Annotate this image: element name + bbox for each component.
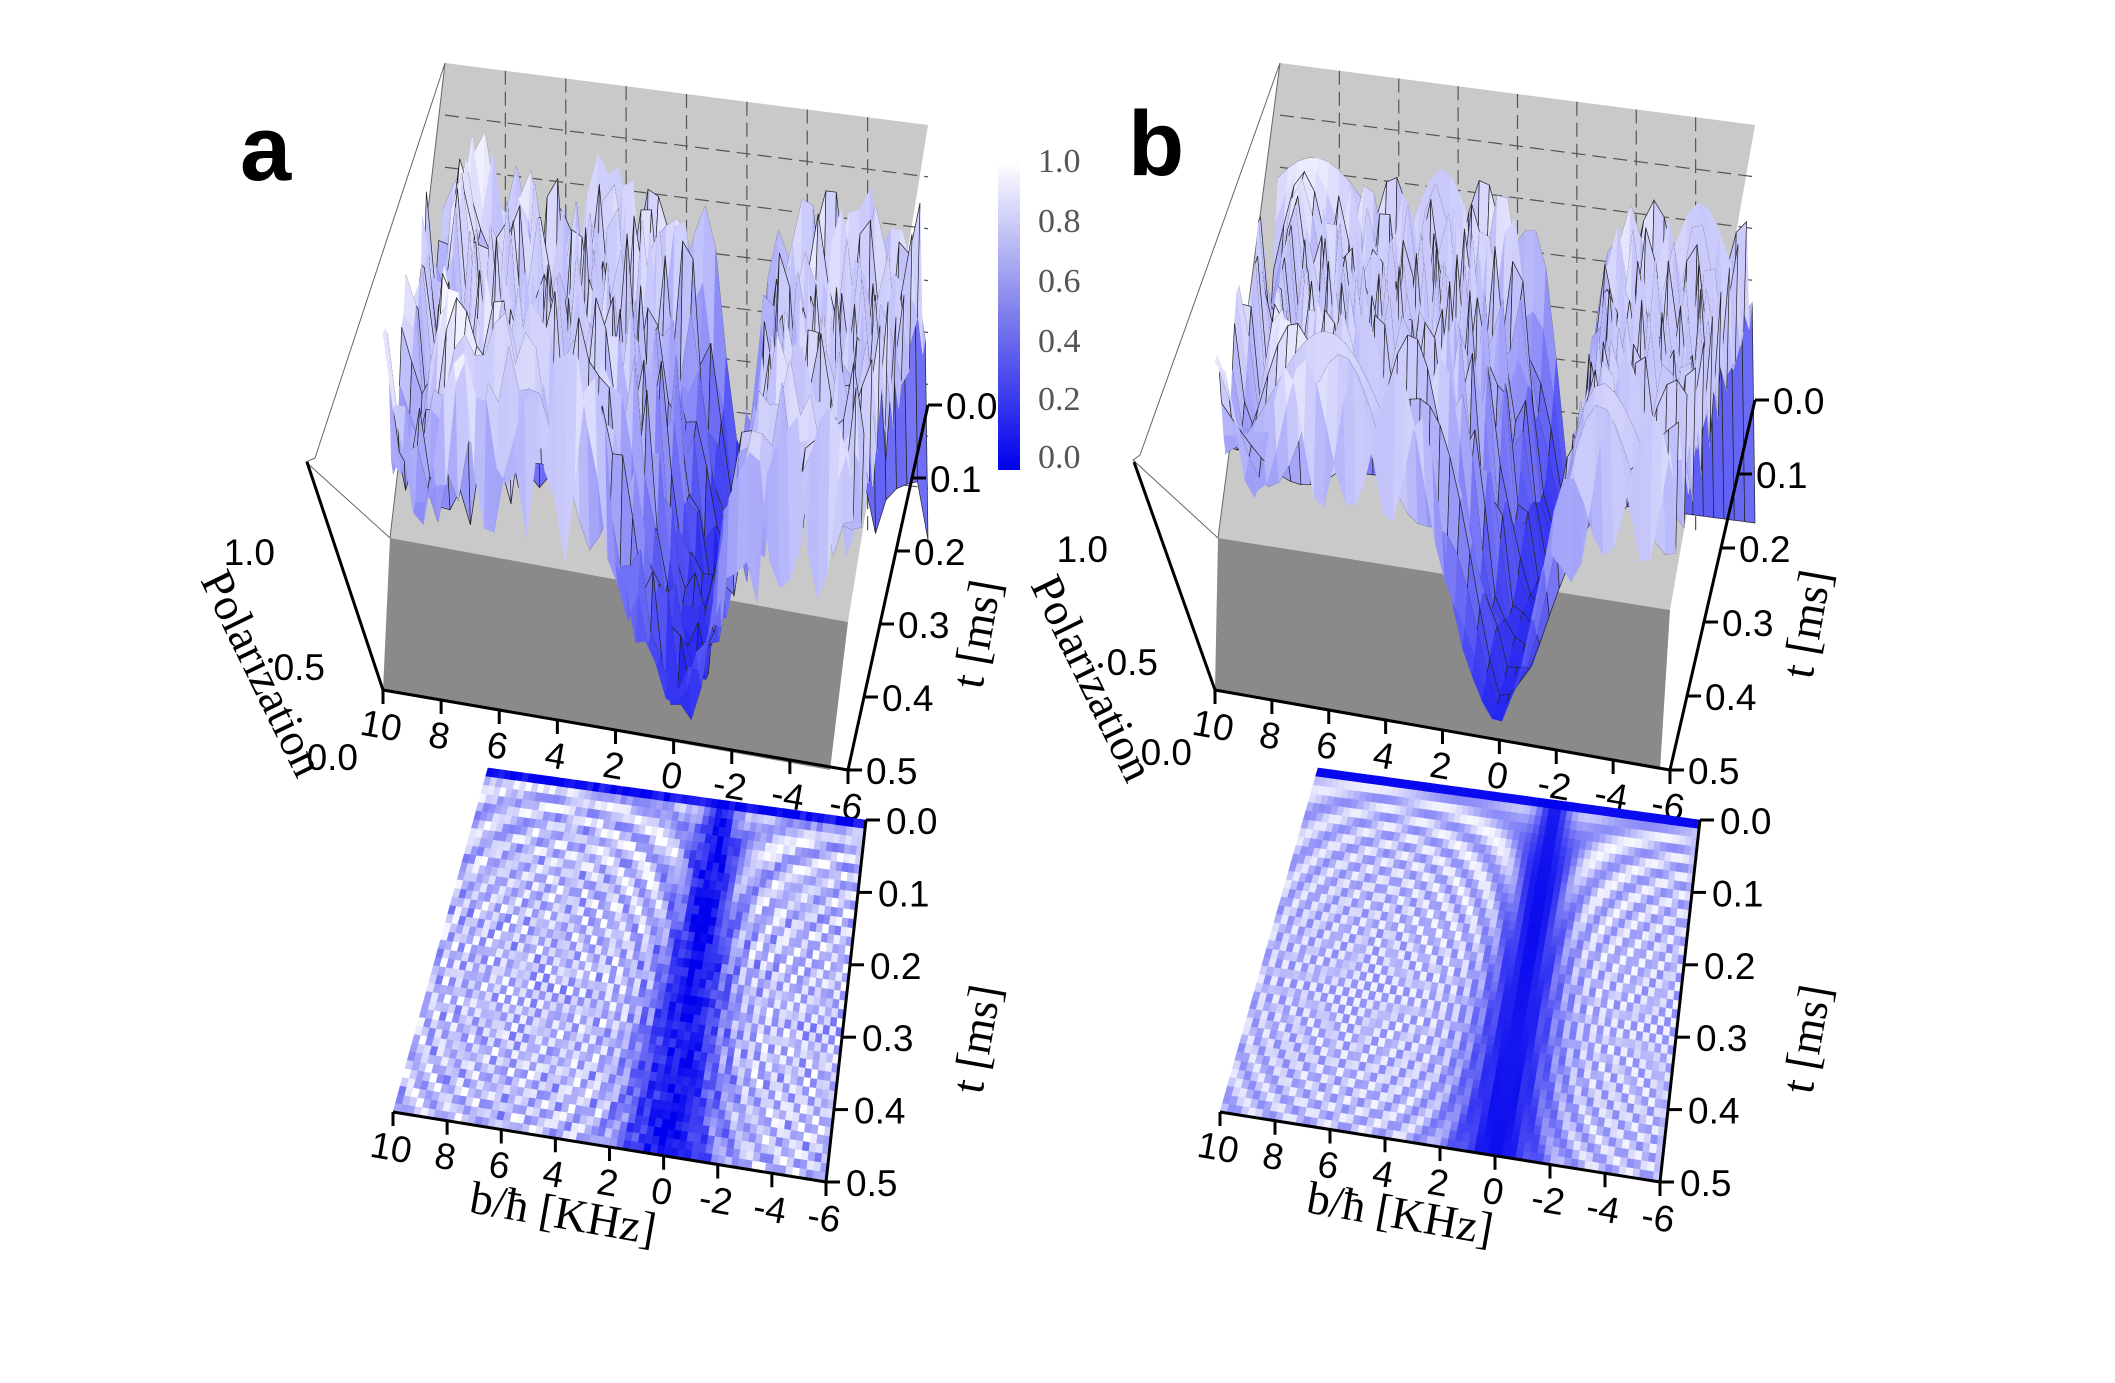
heatmap-a-cell — [802, 1132, 812, 1143]
surface-a-x-axis-tick-label: 10 — [357, 702, 405, 750]
colorbar-tick-1: 1.0 — [1038, 143, 1081, 180]
surface-a-wall-gridline — [444, 114, 929, 178]
panel-a: a 1.0 0.5 0.0 Polarization 10 8 6 4 2 0 -2 -4 -6… — [191, 62, 1011, 1255]
heatmap-a-x-axis-tick-label: 8 — [432, 1134, 459, 1178]
colorbar-tick-6: 0.0 — [1038, 439, 1081, 476]
heatmap-a-x-axis-tick-label: -6 — [804, 1195, 844, 1241]
surface-a-x-axis-tick-label: 2 — [600, 744, 627, 788]
heatmap-a-cell — [806, 1105, 815, 1116]
heatmap-a-y-axis-tick-label: 0.5 — [846, 1163, 897, 1204]
heatmap-a-cell — [798, 1113, 807, 1124]
panel-a-letter: a — [240, 98, 292, 200]
panel-b: b 1.0 0.5 0.0 Polarization 10 8 6 4 2 0 -2 -4 -6… — [1021, 62, 1841, 1254]
surface-a-y-axis-tick-label: 0.1 — [930, 459, 981, 500]
heatmap-a-cell — [815, 1143, 824, 1155]
heatmap-a-cell — [808, 1142, 817, 1154]
heatmap-a-x-axis-tick-label: 10 — [367, 1124, 415, 1172]
heatmap-a-cell — [814, 1152, 823, 1164]
heatmap-a-cell — [823, 1071, 832, 1082]
heatmap-a-cell — [820, 1098, 829, 1109]
heatmap-a-y-axis-tick-label: 0.0 — [886, 801, 937, 842]
surface-a-y-axis-tick-label: 0.5 — [866, 751, 917, 792]
surface-a-x-axis-tick-label: 6 — [484, 724, 511, 768]
heatmap-a-x-axis-tick-label: -4 — [750, 1186, 790, 1232]
heatmap-a-x-axis-tick-label: -2 — [696, 1177, 736, 1223]
heatmap-a-cell — [812, 1106, 822, 1117]
heatmap-a-y-axis-tick-label: 0.3 — [862, 1018, 913, 1059]
colorbar-tick-5: 0.2 — [1038, 381, 1081, 418]
heatmap-a-cell — [816, 1134, 825, 1146]
heatmap-a-cell — [815, 1079, 825, 1090]
heatmap-a-y-label: t [ms] — [942, 981, 1011, 1097]
colorbar: 1.0 0.8 0.6 0.4 0.2 0.0 — [998, 143, 1081, 476]
heatmap-a-y-axis-tick-label: 0.4 — [854, 1091, 905, 1132]
surface-a-floor — [383, 538, 848, 770]
heatmap-a-cell — [808, 1087, 817, 1098]
surface-a-mesh — [382, 132, 929, 721]
surface-a-x-axis-tick-label: 0 — [658, 754, 685, 798]
heatmap-a-cell — [807, 1151, 816, 1163]
surface-a-z-axis: 1.0 0.5 0.0 Polarization — [191, 461, 385, 784]
heatmap-a-cell — [819, 1107, 828, 1118]
colorbar-tick-4: 0.4 — [1038, 323, 1081, 360]
heatmap-a-y-axis-tick-label: 0.1 — [878, 873, 929, 914]
surface-a-y-axis-tick-label: 0.0 — [946, 386, 997, 427]
heatmap-a-cell — [814, 1088, 824, 1099]
surface-a-x-axis-tick-label: 8 — [426, 714, 453, 758]
heatmap-a-cell — [799, 1159, 809, 1171]
surface-a-y-axis-tick-label: 0.3 — [898, 605, 949, 646]
surface-a-y-label: t [ms] — [942, 576, 1011, 692]
surface-a-y-axis-tick-label: 0.2 — [914, 532, 965, 573]
colorbar-gradient — [998, 162, 1020, 470]
heatmap-a-x-label: b/ħ [KHz] — [466, 1172, 660, 1255]
heatmap-a-cell — [813, 1161, 822, 1173]
heatmap-a-y-axis-tick-label: 0.2 — [870, 946, 921, 987]
heatmap-a-cell — [818, 1116, 827, 1127]
heatmap-a-cell — [810, 1124, 820, 1135]
surface-a-y-axis-tick-label: 0.4 — [882, 678, 933, 719]
panel-b-letter: b — [1128, 93, 1184, 195]
colorbar-tick-2: 0.8 — [1038, 203, 1081, 240]
heatmap-a-cells — [392, 767, 867, 1183]
colorbar-tick-3: 0.6 — [1038, 263, 1081, 300]
surface-a-x-axis-tick-label: 4 — [542, 734, 569, 778]
